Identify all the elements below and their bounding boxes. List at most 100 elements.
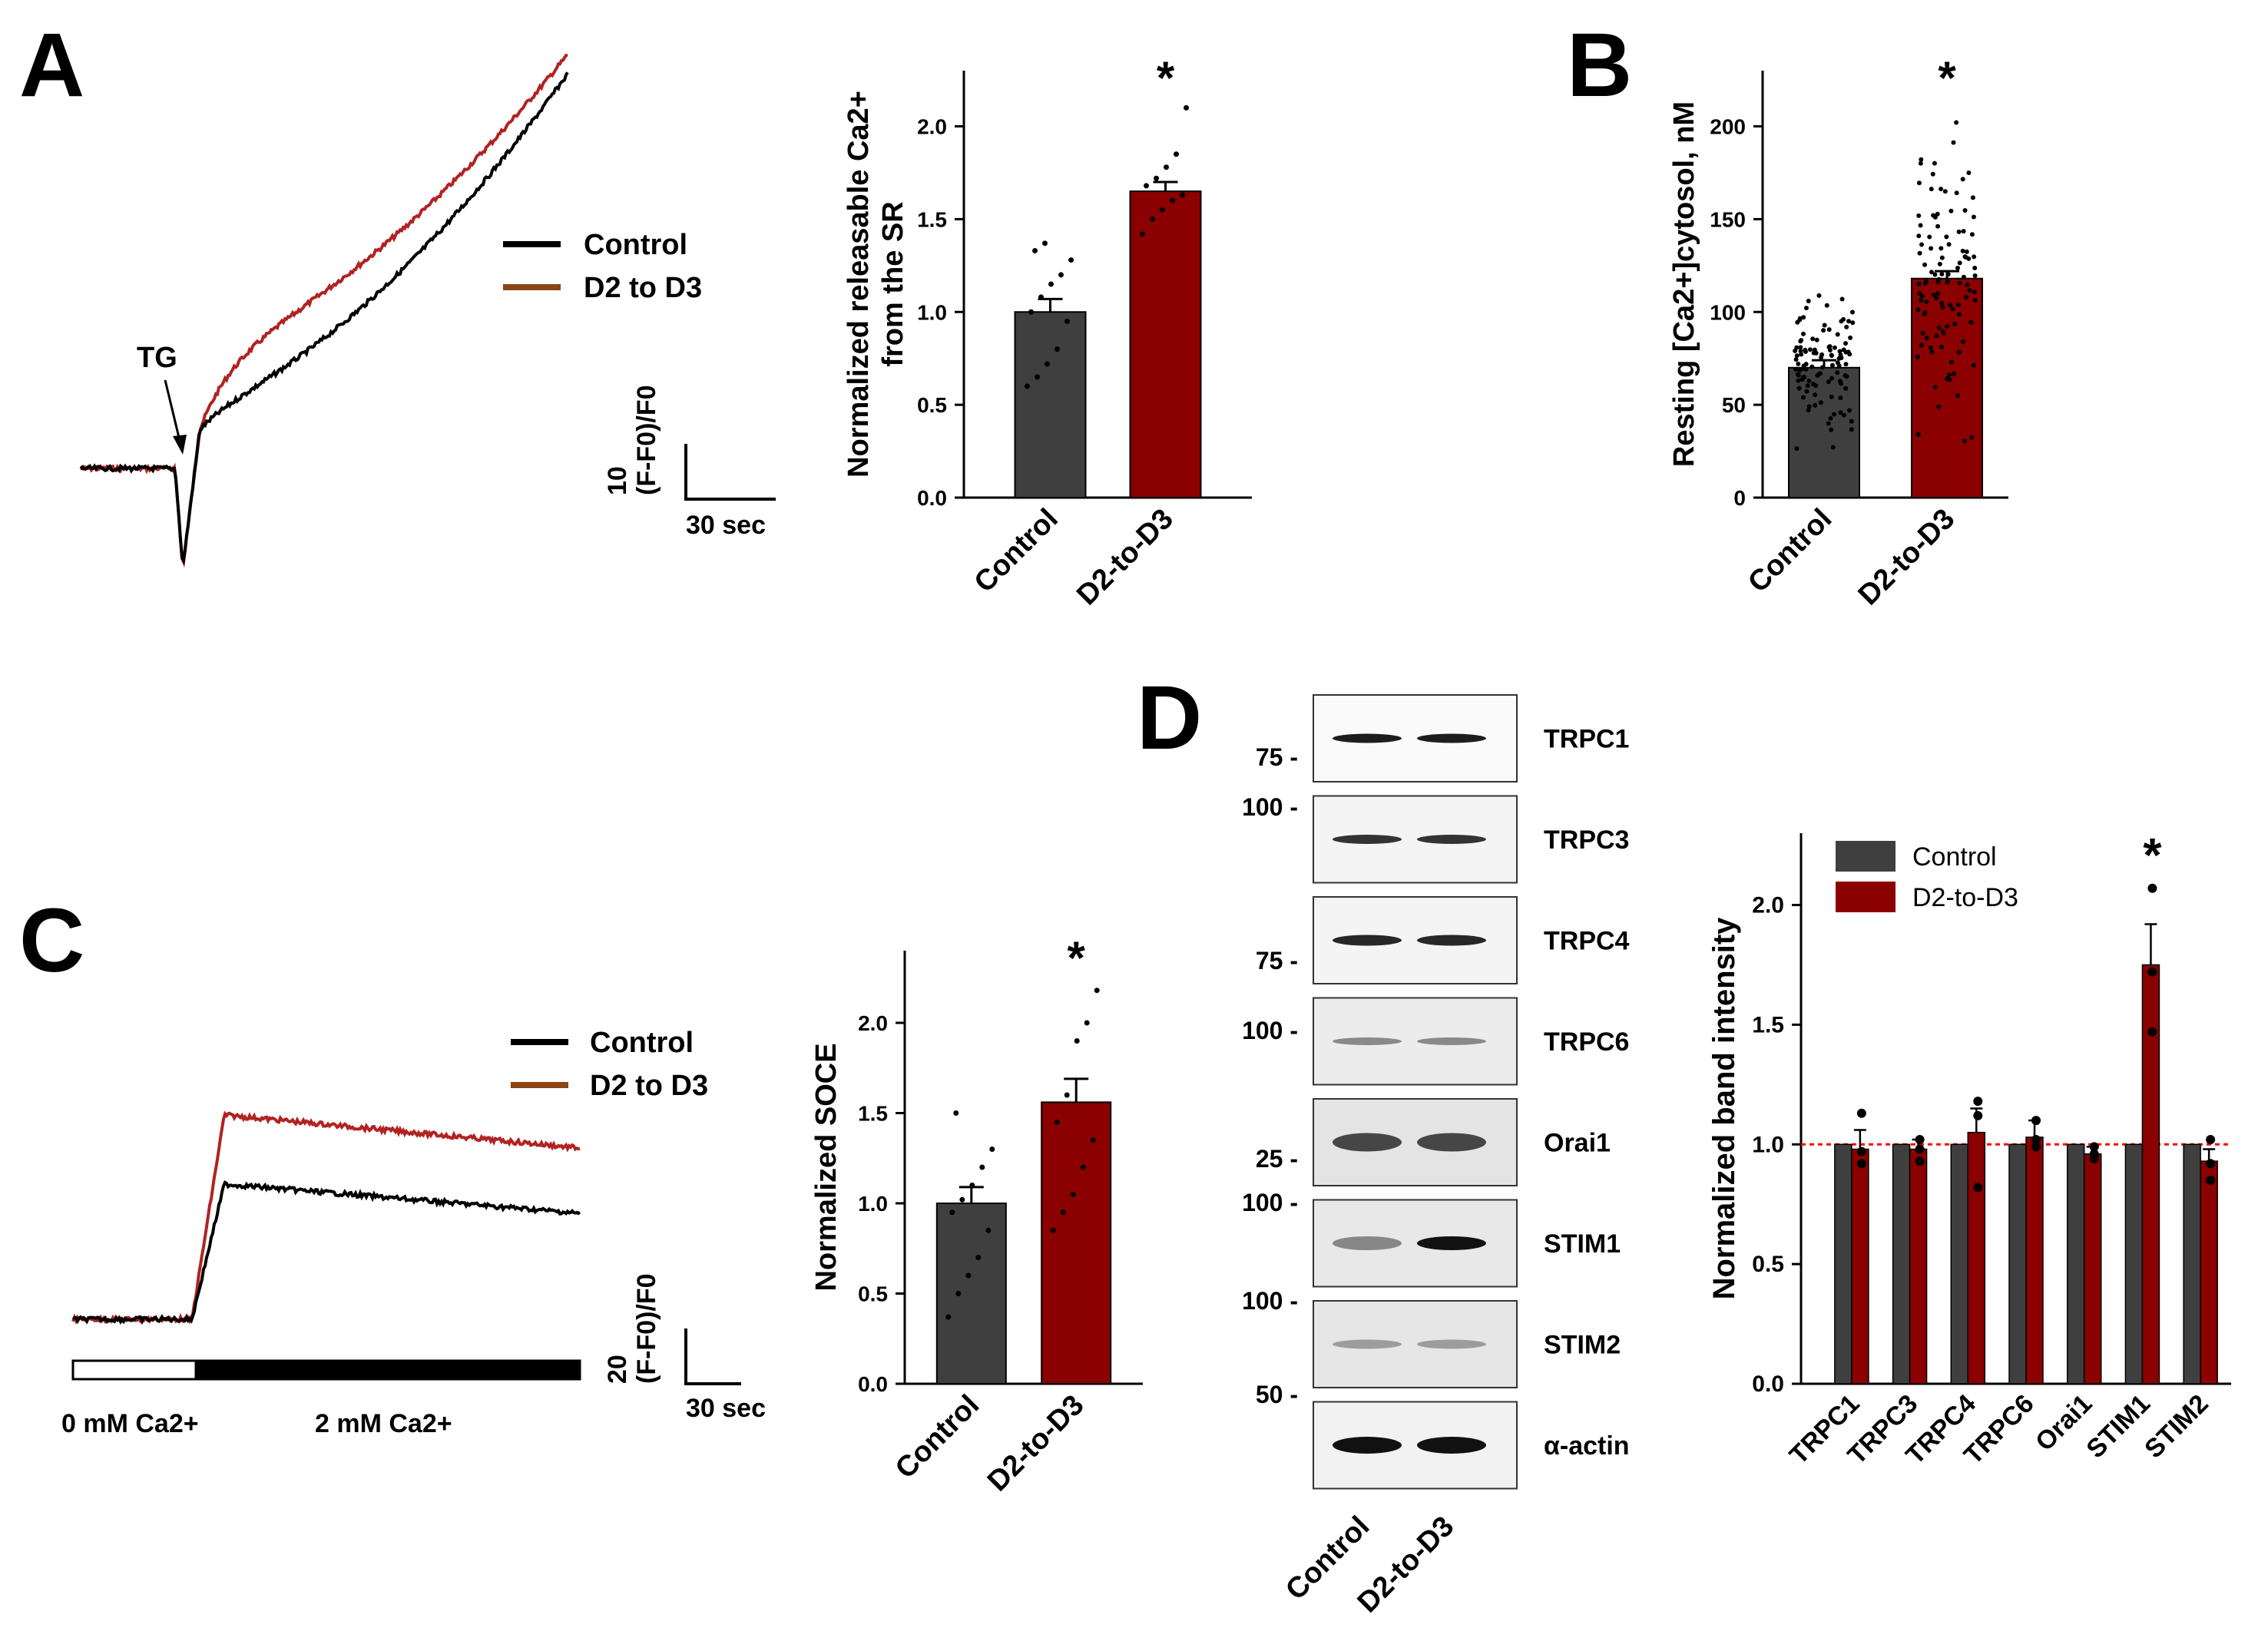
y-tick-label: 1.5 xyxy=(858,1102,888,1126)
data-point xyxy=(979,1164,985,1170)
data-point xyxy=(1941,329,1946,334)
data-point xyxy=(2206,1135,2216,1145)
data-point xyxy=(1970,195,1975,200)
bar xyxy=(1014,311,1087,498)
data-point xyxy=(1849,419,1854,424)
data-point xyxy=(1939,246,1944,251)
significance-marker: * xyxy=(1938,52,1956,104)
data-point xyxy=(1074,1038,1080,1044)
data-point xyxy=(1946,242,1952,247)
bar xyxy=(1967,1131,1986,1385)
bar xyxy=(2066,1143,2085,1385)
data-point xyxy=(1810,336,1816,342)
data-point xyxy=(1963,294,1968,299)
data-point xyxy=(1032,247,1038,253)
data-point xyxy=(1917,250,1922,256)
data-point xyxy=(1922,310,1928,316)
bar xyxy=(2200,1160,2218,1385)
data-point xyxy=(1793,366,1798,372)
data-point xyxy=(1843,372,1848,378)
data-point xyxy=(1962,207,1968,213)
data-point xyxy=(1794,353,1800,359)
data-point xyxy=(1967,288,1972,293)
bar xyxy=(1911,277,1983,498)
data-point xyxy=(1058,272,1064,278)
data-point xyxy=(1935,211,1940,217)
data-point xyxy=(1811,350,1816,356)
data-point xyxy=(1944,234,1949,240)
data-point xyxy=(1816,293,1822,298)
data-point xyxy=(1843,385,1849,391)
data-point xyxy=(1932,272,1938,277)
data-point xyxy=(1930,171,1935,177)
data-point xyxy=(1939,255,1945,260)
data-point xyxy=(1806,379,1812,384)
trace-c-panel: 0 mM Ca2+ 2 mM Ca2+ Control D2 to D3 30 … xyxy=(61,1027,766,1438)
western-blot: TRPC1 TRPC3 TRPC4 TRPC6 Orai1 STIM1 STIM2 α-act… xyxy=(1242,694,1630,1619)
data-point xyxy=(1835,370,1840,376)
data-point xyxy=(1045,361,1050,367)
data-point xyxy=(1160,207,1165,213)
bar xyxy=(1129,190,1202,498)
data-point xyxy=(1942,189,1948,194)
blot-band xyxy=(1333,1037,1402,1045)
y-tick-label: 100 xyxy=(1710,300,1746,324)
data-point xyxy=(1919,342,1924,348)
data-point xyxy=(1955,393,1961,399)
y-tick-label: 0 xyxy=(1733,486,1746,510)
data-point xyxy=(1843,341,1849,346)
data-point xyxy=(1838,352,1843,358)
data-point xyxy=(1940,305,1945,310)
data-point xyxy=(1824,303,1829,308)
data-point xyxy=(1918,223,1923,228)
data-point xyxy=(1801,315,1806,320)
data-point xyxy=(1829,352,1834,358)
y-tick-label: 150 xyxy=(1710,207,1746,231)
blot-band xyxy=(1417,733,1486,743)
data-point xyxy=(1856,1108,1866,1118)
bar xyxy=(2183,1143,2201,1385)
data-point xyxy=(2031,1142,2041,1152)
data-point xyxy=(1915,432,1921,437)
data-point xyxy=(1949,359,1955,365)
data-point xyxy=(1060,1209,1066,1216)
data-point xyxy=(1945,279,1951,284)
bar xyxy=(2008,1143,2027,1385)
data-point xyxy=(1916,233,1922,239)
data-point xyxy=(1966,170,1972,175)
data-point xyxy=(953,1110,959,1116)
data-point xyxy=(1801,395,1806,400)
trace-c-control xyxy=(71,1180,581,1325)
data-point xyxy=(1951,140,1956,145)
legend-c-control-label: Control xyxy=(590,1027,694,1059)
data-point xyxy=(1814,337,1819,342)
significance-marker: * xyxy=(1157,52,1175,104)
data-point xyxy=(1025,383,1030,389)
data-point xyxy=(1961,229,1966,234)
data-point xyxy=(2147,1027,2157,1037)
data-point xyxy=(1813,392,1818,398)
data-point xyxy=(1972,265,1978,270)
data-point xyxy=(1180,192,1185,198)
blot-band xyxy=(1417,935,1486,946)
data-point xyxy=(959,1196,965,1203)
x-tick-label: D2-to-D3 xyxy=(982,1389,1091,1498)
x-tick-label: Control xyxy=(968,503,1064,599)
data-point xyxy=(1796,385,1802,391)
data-point xyxy=(1973,1110,1983,1120)
data-point xyxy=(1847,408,1852,413)
data-point xyxy=(1972,273,1978,278)
data-point xyxy=(1973,1097,1983,1107)
data-point xyxy=(1054,1119,1060,1125)
scale-bar-a-y-number: 10 xyxy=(603,466,632,495)
bar xyxy=(2083,1153,2102,1385)
data-point xyxy=(2206,1159,2216,1169)
data-point xyxy=(1849,309,1855,315)
data-point xyxy=(1915,354,1921,359)
data-point xyxy=(1960,339,1965,345)
data-point xyxy=(1957,280,1962,286)
data-point xyxy=(1064,318,1070,324)
data-point xyxy=(1915,1135,1925,1145)
data-point xyxy=(1924,279,1929,284)
data-point xyxy=(1849,427,1854,432)
